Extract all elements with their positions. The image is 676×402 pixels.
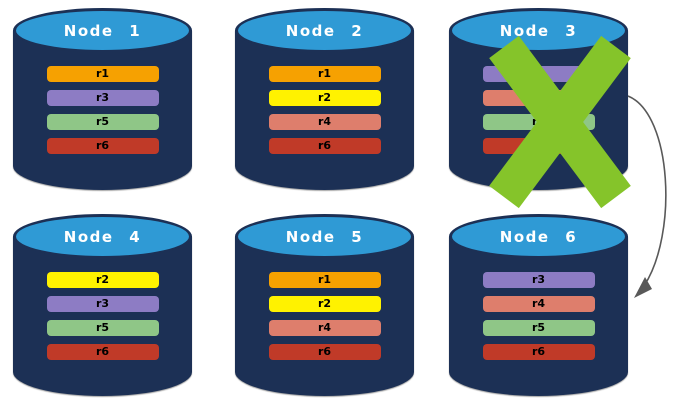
replica-bar-r6: r6 [46, 138, 159, 154]
node-title: Node 3 [499, 22, 578, 40]
cylinder-body [235, 236, 414, 396]
node-6: Node 6 r3 r4 r5 r6 [449, 214, 628, 396]
replica-bar-r5: r5 [46, 320, 159, 336]
replica-bar-r6: r6 [268, 138, 381, 154]
replica-list: r1 r2 r4 r6 [235, 272, 414, 360]
node-title: Node 1 [63, 22, 142, 40]
replica-list: r3 r4 r5 r6 [449, 272, 628, 360]
cylinder-top: Node 2 [235, 8, 414, 53]
replica-bar-r2: r2 [268, 296, 381, 312]
replica-bar-r4: r4 [268, 320, 381, 336]
node-1: Node 1 r1 r3 r5 r6 [13, 8, 192, 190]
node-title: Node 6 [499, 228, 578, 246]
cylinder-body [449, 236, 628, 396]
replica-bar-r6: r6 [268, 344, 381, 360]
replica-list: r2 r3 r5 r6 [13, 272, 192, 360]
node-title: Node 5 [285, 228, 364, 246]
node-title: Node 4 [63, 228, 142, 246]
node-2: Node 2 r1 r2 r4 r6 [235, 8, 414, 190]
cylinder-top: Node 5 [235, 214, 414, 259]
replica-bar-r1: r1 [46, 66, 159, 82]
replica-list: r1 r2 r4 r6 [235, 66, 414, 154]
replica-bar-r2: r2 [46, 272, 159, 288]
node-title: Node 2 [285, 22, 364, 40]
replica-bar-r1: r1 [268, 66, 381, 82]
cylinder-body [13, 30, 192, 190]
replica-bar-r2: r2 [268, 90, 381, 106]
replica-bar-r6: r6 [46, 344, 159, 360]
cylinder-top: Node 1 [13, 8, 192, 53]
replica-bar-r3: r3 [482, 272, 595, 288]
replica-bar-r6: r6 [482, 344, 595, 360]
cylinder-body [13, 236, 192, 396]
failure-x-icon [489, 35, 631, 209]
replica-bar-r4: r4 [268, 114, 381, 130]
replica-bar-r4: r4 [482, 296, 595, 312]
cylinder-body [235, 30, 414, 190]
replica-bar-r1: r1 [268, 272, 381, 288]
cylinder-top: Node 6 [449, 214, 628, 259]
node-3: Node 3r3r4r5r6 [449, 8, 631, 209]
replica-bar-r5: r5 [46, 114, 159, 130]
replica-bar-r3: r3 [46, 296, 159, 312]
replica-list: r1 r3 r5 r6 [13, 66, 192, 154]
node-4: Node 4 r2 r3 r5 r6 [13, 214, 192, 396]
cylinder-top: Node 4 [13, 214, 192, 259]
replica-bar-r3: r3 [46, 90, 159, 106]
arrow-head-icon [634, 277, 652, 298]
node-5: Node 5 r1 r2 r4 r6 [235, 214, 414, 396]
replica-bar-r5: r5 [482, 320, 595, 336]
